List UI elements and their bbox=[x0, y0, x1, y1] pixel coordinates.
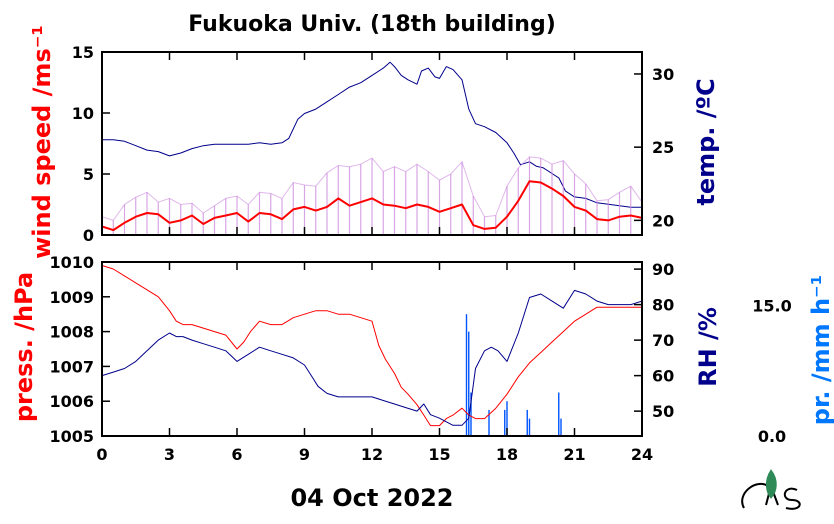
ytick-left-label-3: 15 bbox=[72, 43, 94, 62]
ytick-right-label-1: 60 bbox=[652, 367, 674, 386]
precip-bar-8 bbox=[558, 392, 560, 436]
ytick-left-label-0: 0 bbox=[83, 226, 94, 245]
precip-bar-0 bbox=[465, 314, 468, 436]
ytick-right-label-0: 20 bbox=[652, 211, 674, 230]
y-axis-label-rh: RH /% bbox=[694, 307, 722, 387]
series-line-0-0 bbox=[102, 61, 642, 208]
ytick-right-label-0: 50 bbox=[652, 402, 674, 421]
xtick-label-4: 12 bbox=[361, 445, 383, 464]
xtick-label-6: 18 bbox=[496, 445, 518, 464]
y-axis-label-wind: wind speed /ms⁻¹ bbox=[28, 25, 56, 259]
y-axis-label-precip: pr. /mm h⁻¹ bbox=[807, 275, 834, 425]
precip-tick-label-1: 15.0 bbox=[752, 297, 791, 316]
series-line-1-0 bbox=[101, 265, 642, 427]
chart-title: Fukuoka Univ. (18th building) bbox=[188, 12, 556, 37]
precip-bar-2 bbox=[470, 392, 472, 436]
precip-bar-6 bbox=[526, 409, 528, 436]
ytick-right-label-2: 70 bbox=[652, 331, 674, 350]
xtick-label-8: 24 bbox=[631, 445, 653, 464]
xtick-label-7: 21 bbox=[563, 445, 585, 464]
wind-gust-spikes-1 bbox=[101, 156, 643, 235]
series-line-0-2 bbox=[101, 180, 643, 232]
y-axis-label-pressure: press. /hPa bbox=[10, 272, 38, 422]
ytick-left-label-3: 1008 bbox=[49, 323, 94, 342]
xtick-label-5: 15 bbox=[428, 445, 450, 464]
ytick-left-label-2: 1007 bbox=[49, 357, 94, 376]
lab-logo-icon bbox=[741, 469, 801, 510]
ytick-right-label-1: 25 bbox=[652, 138, 674, 157]
ytick-left-label-4: 1009 bbox=[49, 288, 94, 307]
precip-bar-3 bbox=[488, 409, 490, 436]
xtick-label-0: 0 bbox=[96, 445, 107, 464]
gust-outline-1 bbox=[101, 156, 643, 221]
precip-bar-4 bbox=[504, 409, 506, 436]
precip-bar-9 bbox=[560, 418, 562, 436]
ytick-left-label-1: 1006 bbox=[49, 392, 94, 411]
ytick-left-label-1: 5 bbox=[83, 165, 94, 184]
series-line-1-1 bbox=[101, 289, 643, 426]
ytick-left-label-5: 1010 bbox=[49, 253, 94, 272]
xtick-label-2: 6 bbox=[231, 445, 242, 464]
y-axis-label-temp: temp. /ºC bbox=[692, 78, 720, 205]
precip-bar-5 bbox=[506, 401, 508, 436]
panel-frame-1 bbox=[101, 261, 643, 437]
ytick-right-label-2: 30 bbox=[652, 65, 674, 84]
xtick-label-1: 3 bbox=[164, 445, 175, 464]
ytick-left-label-2: 10 bbox=[72, 104, 94, 123]
ytick-right-label-3: 80 bbox=[652, 296, 674, 315]
xtick-label-3: 9 bbox=[299, 445, 310, 464]
ytick-right-label-4: 90 bbox=[652, 260, 674, 279]
precip-bar-1 bbox=[468, 331, 470, 436]
precip-tick-label-0: 0.0 bbox=[758, 427, 786, 446]
precip-bars-1-2 bbox=[465, 314, 562, 436]
x-axis-label-date: 04 Oct 2022 bbox=[290, 484, 453, 512]
precip-bar-7 bbox=[528, 418, 531, 436]
ytick-left-label-0: 1005 bbox=[49, 427, 94, 446]
